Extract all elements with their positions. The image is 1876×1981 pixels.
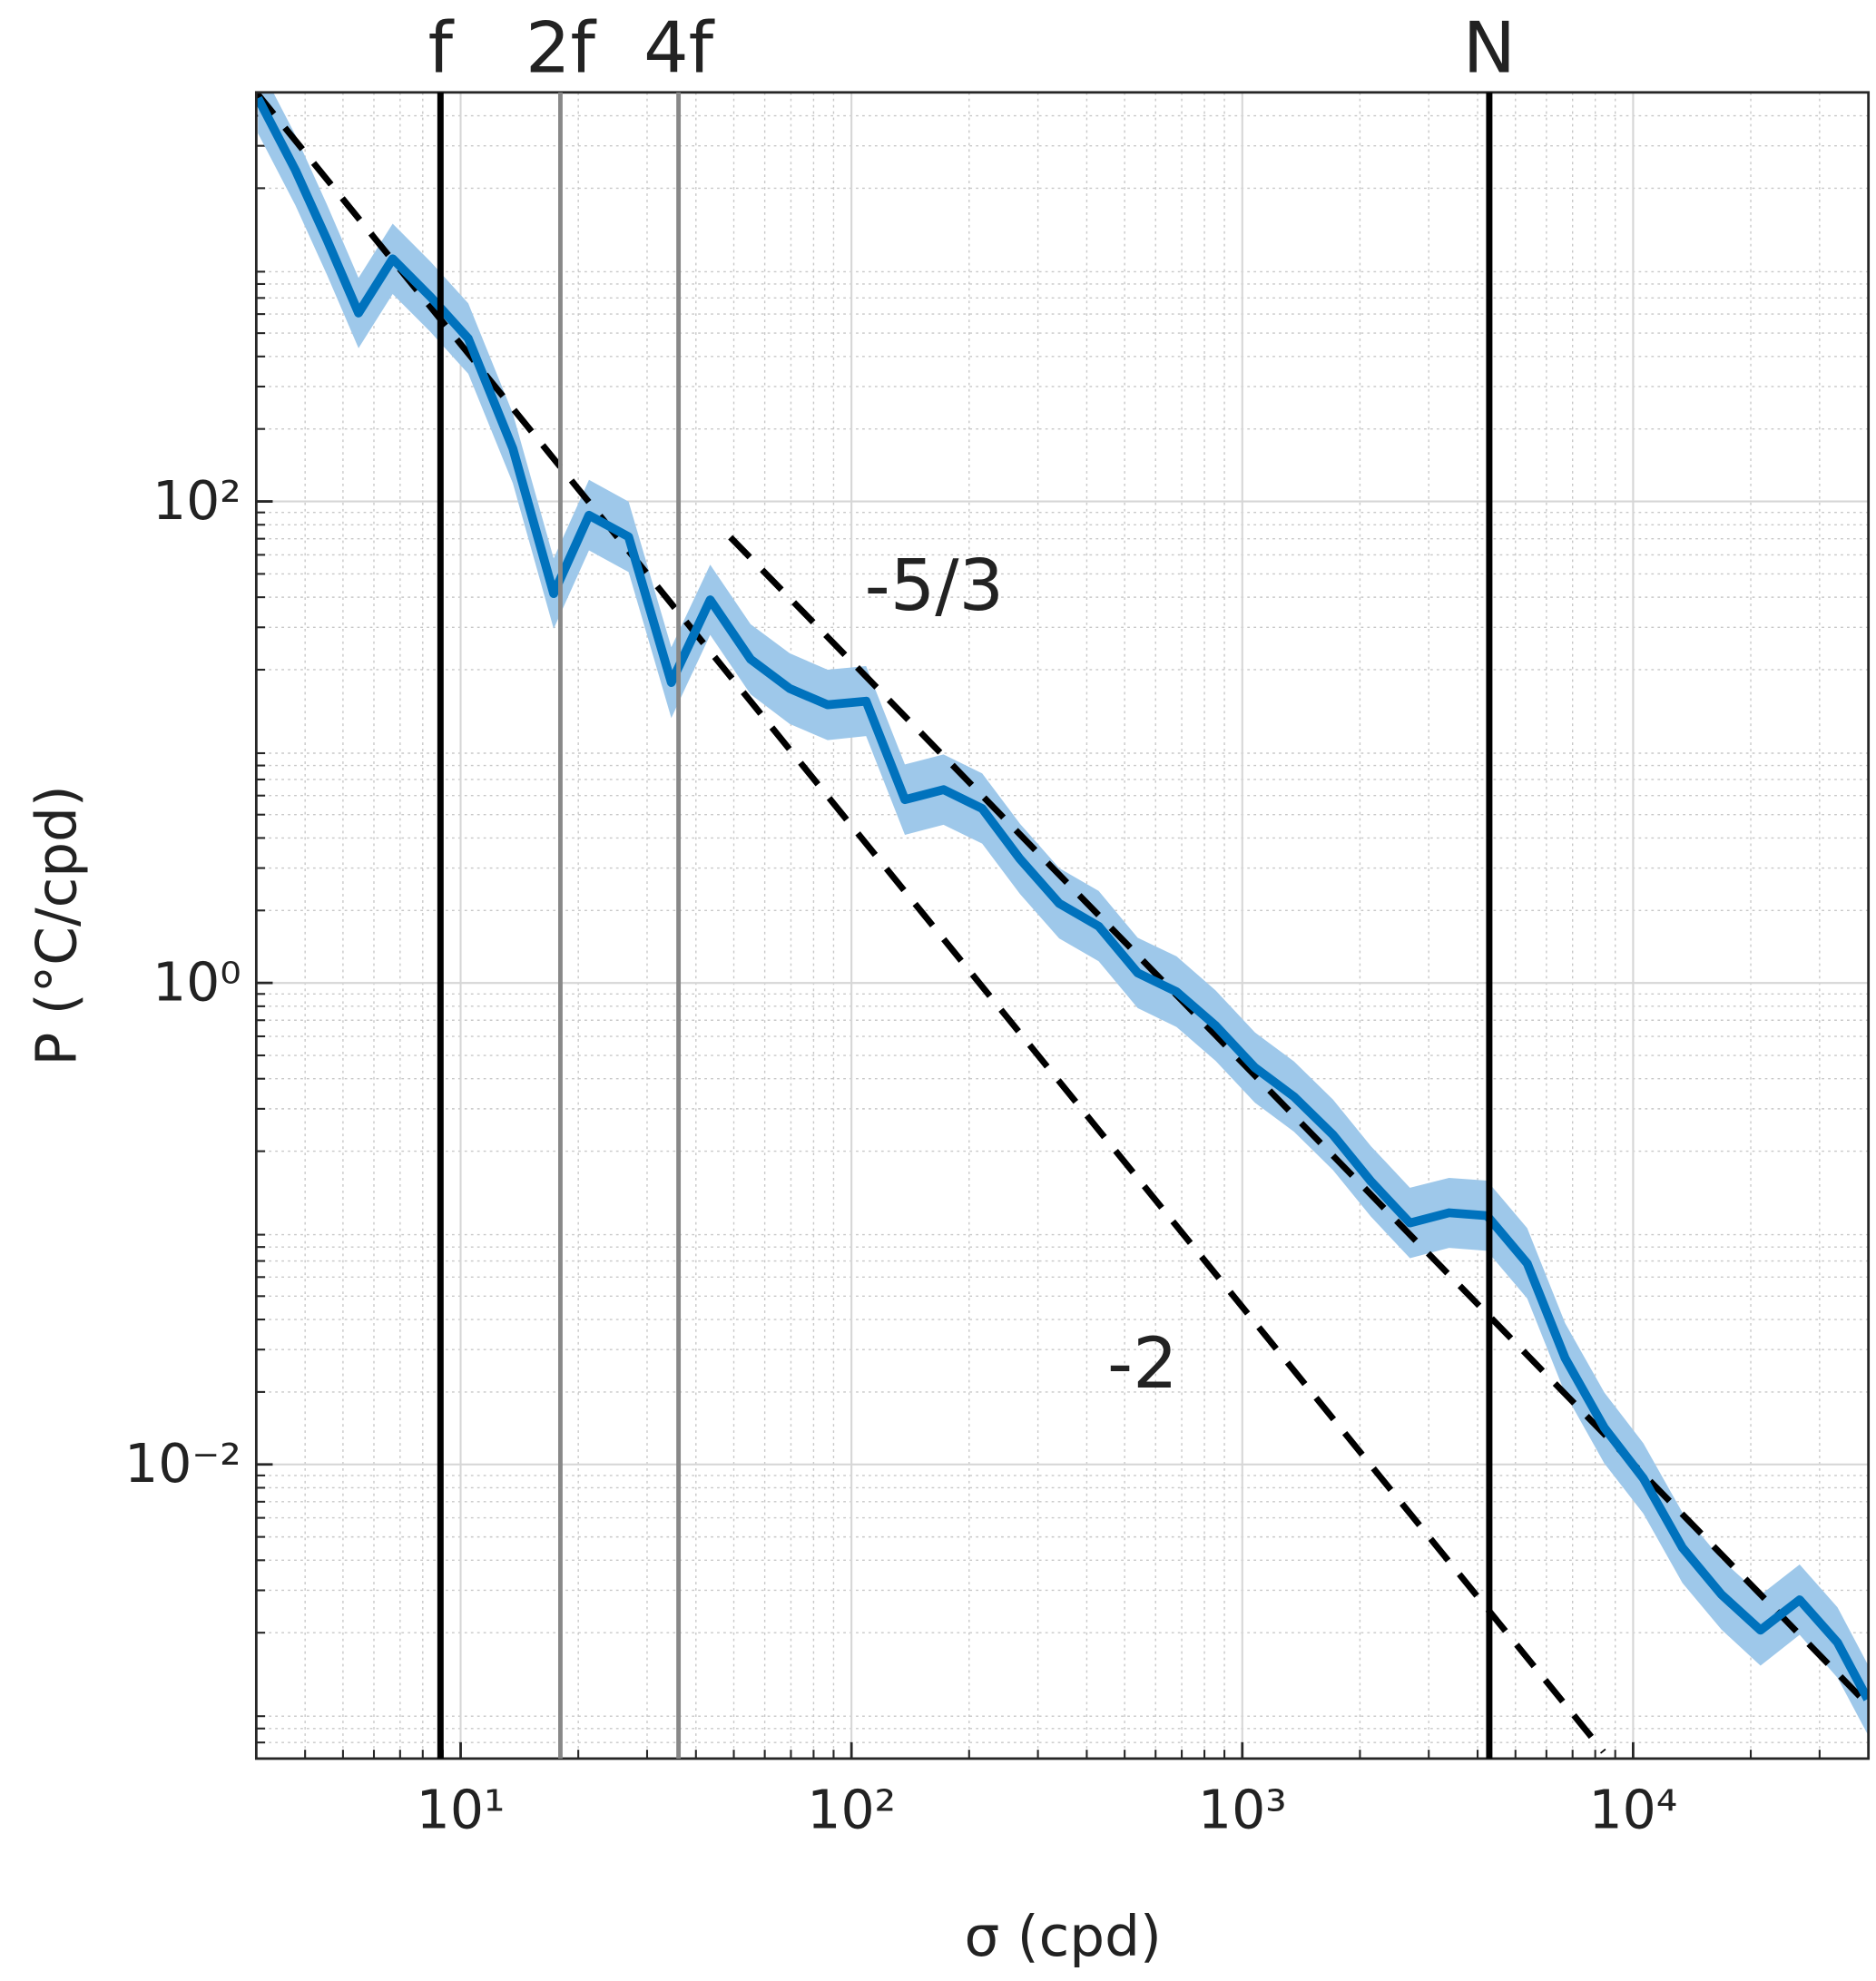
- vertical-line-label: f: [428, 8, 455, 90]
- reference-label: -2: [1107, 1323, 1178, 1405]
- x-tick-label: 10¹: [417, 1779, 506, 1840]
- vertical-line-label: 2f: [525, 8, 597, 90]
- confidence-band: [258, 92, 1868, 1735]
- x-tick-label: 10³: [1198, 1779, 1287, 1840]
- reference-label: -5/3: [865, 545, 1004, 627]
- y-tick-label: 10⁻²: [124, 1433, 241, 1495]
- vertical-line-label: N: [1463, 8, 1516, 90]
- x-tick-label: 10²: [807, 1779, 896, 1840]
- y-tick-label: 10⁰: [152, 952, 241, 1014]
- x-tick-label: 10⁴: [1589, 1779, 1678, 1840]
- vertical-line-label: 4f: [643, 8, 715, 90]
- x-axis-label: σ (cpd): [965, 1905, 1162, 1969]
- y-axis-label: P (°C/cpd): [25, 785, 89, 1065]
- spectrum-line: [256, 95, 1869, 1702]
- reference-line: [256, 92, 1606, 1754]
- plot-area: [256, 92, 1869, 1754]
- axes-box: [254, 91, 1871, 1760]
- y-tick-label: 10²: [152, 470, 241, 532]
- annotations: 10¹ 10² 10³ 10⁴ 10⁻² 10⁰ 10² -5/3 -2 f 2f 4f N: [124, 8, 1677, 1841]
